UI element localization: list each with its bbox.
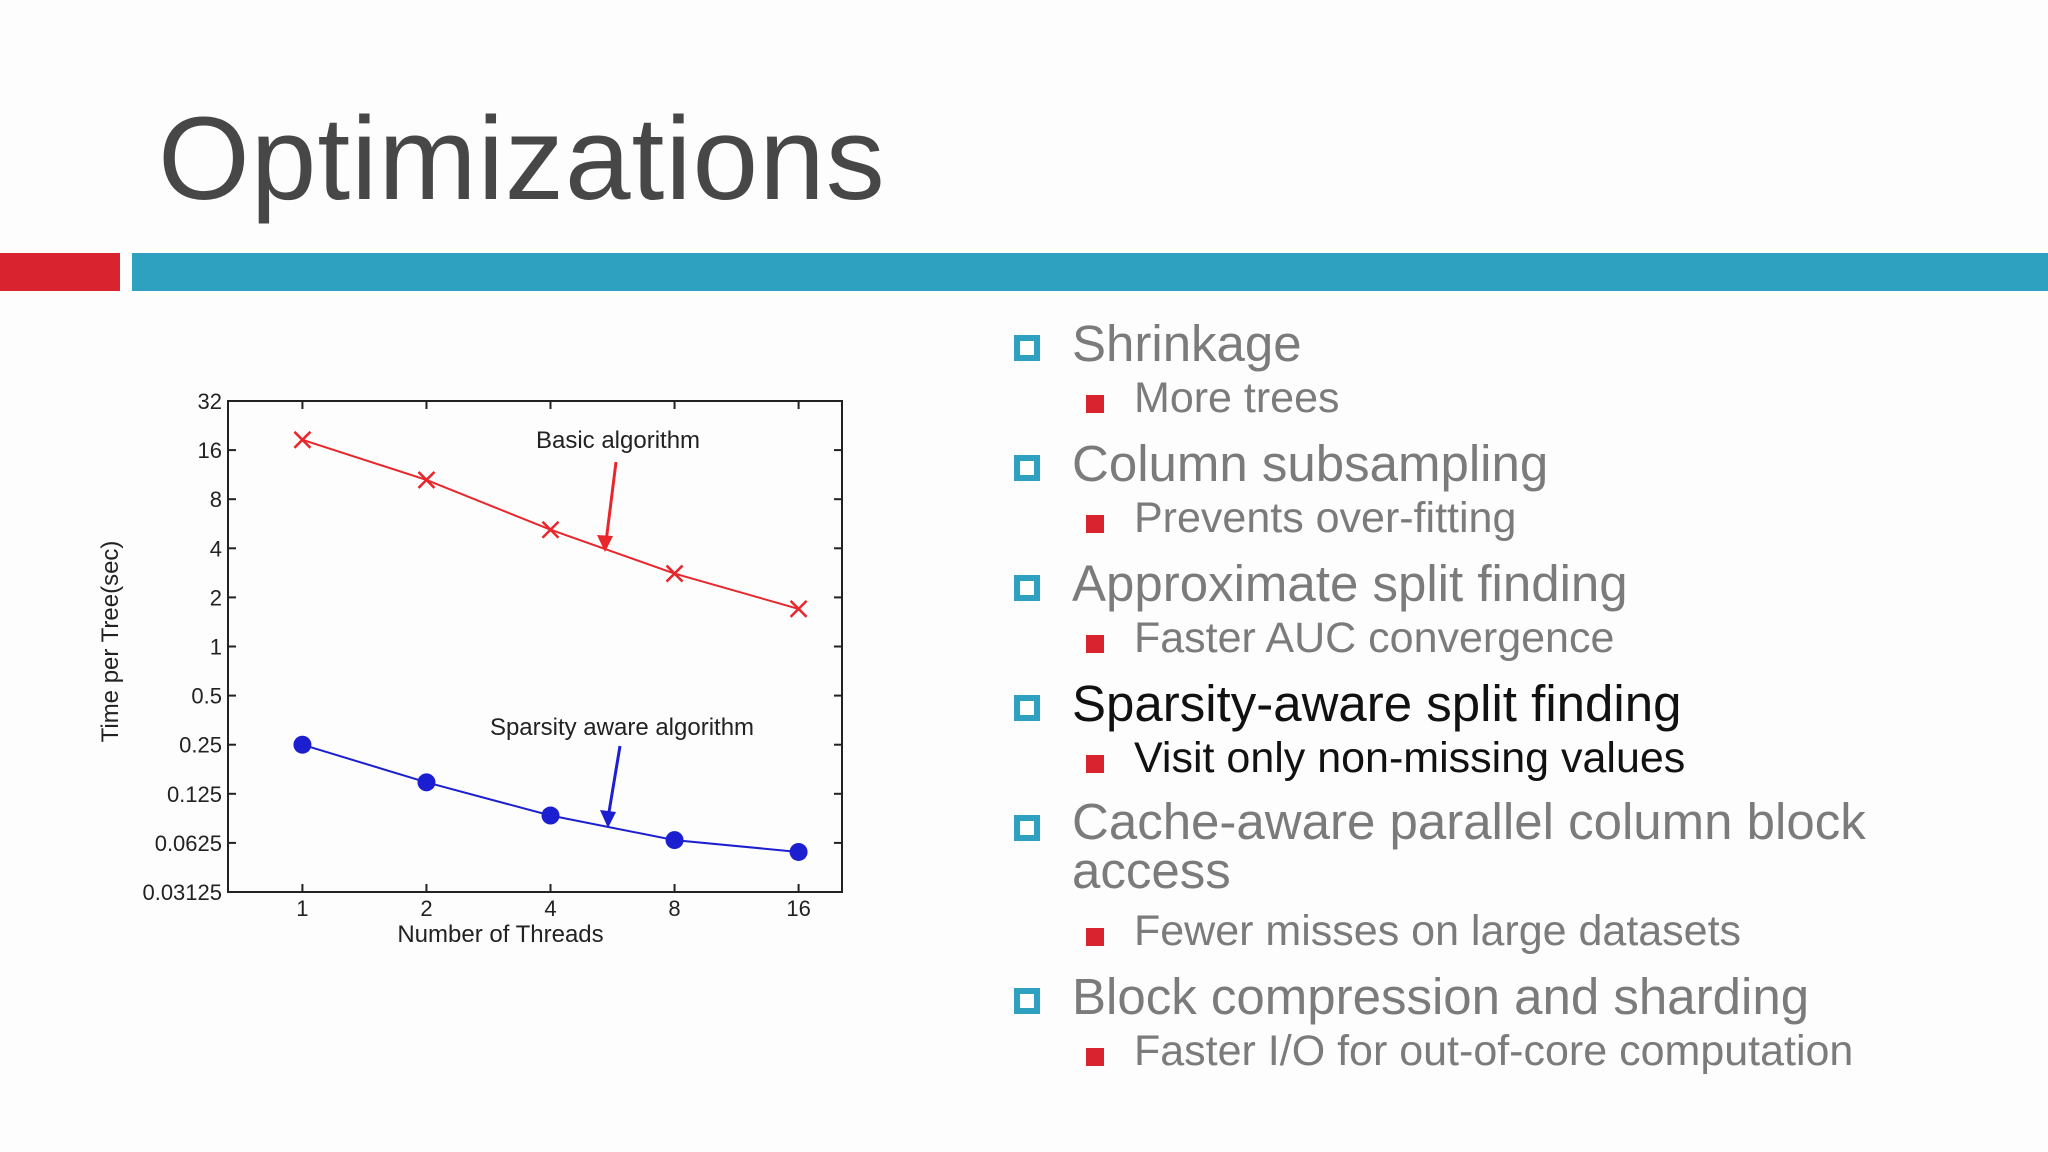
annotation-arrowhead-sparsity — [600, 810, 616, 828]
square-bullet-icon — [1014, 575, 1040, 601]
y-tick-label: 0.0625 — [155, 831, 222, 856]
square-bullet-icon — [1014, 815, 1040, 841]
bullet-level2: Faster I/O for out-of-core computation — [1010, 1026, 2030, 1075]
y-tick-label: 32 — [198, 389, 222, 414]
series-point-x-marker — [417, 471, 436, 489]
y-tick-label: 0.5 — [191, 684, 222, 709]
square-bullet-icon — [1014, 987, 1040, 1014]
plot-frame — [227, 400, 843, 893]
y-tick-label: 16 — [198, 438, 222, 463]
square-sub-bullet-icon — [1086, 927, 1104, 946]
y-tick-label: 0.25 — [179, 733, 222, 758]
bullet-level2: Fewer misses on large datasets — [1010, 906, 2030, 955]
bullet-item-sparsity-aware: Sparsity-aware split finding Visit only … — [1010, 678, 2030, 780]
bullet-item-approximate-split: Approximate split finding Faster AUC con… — [1010, 558, 2030, 660]
series-point-x-marker — [541, 520, 560, 539]
series-point-dot-marker — [665, 831, 684, 850]
x-tick-label: 4 — [544, 896, 556, 921]
series-point-dot-marker — [293, 735, 312, 754]
bullet-level2: More trees — [1010, 377, 2030, 420]
square-bullet-icon — [1014, 335, 1040, 361]
y-tick-label: 1 — [210, 635, 222, 660]
series-point-x-marker — [665, 564, 684, 583]
y-tick-label: 4 — [210, 536, 222, 561]
series-point-x-marker — [293, 430, 312, 449]
bullet-level2: Visit only non-missing values — [1010, 737, 2030, 780]
annotation-arrowhead-basic — [597, 535, 613, 552]
bullet-list: Shrinkage More trees Column subsampling … — [1010, 318, 2030, 1091]
series-point-x-marker — [789, 600, 808, 618]
bullet-text: Cache-aware parallel column block access — [1072, 793, 1866, 899]
bullet-text: Sparsity-aware split finding — [1072, 675, 1682, 732]
x-tick-label: 2 — [420, 896, 432, 921]
sub-bullet-text: Fewer misses on large datasets — [1134, 906, 1742, 955]
annotation-sparsity-aware-algorithm: Sparsity aware algorithm — [490, 714, 754, 741]
square-sub-bullet-icon — [1086, 635, 1104, 653]
square-bullet-icon — [1014, 695, 1040, 721]
series-line-0 — [302, 438, 799, 610]
slide-title: Optimizations — [158, 93, 886, 225]
title-accent-bar-blue — [132, 253, 2048, 291]
y-tick-label: 2 — [210, 585, 222, 610]
bullet-level2: Faster AUC convergence — [1010, 617, 2030, 660]
sub-bullet-text: Prevents over-fitting — [1134, 494, 1517, 542]
bullet-text: Shrinkage — [1072, 315, 1302, 372]
square-sub-bullet-icon — [1086, 755, 1104, 773]
square-sub-bullet-icon — [1086, 515, 1104, 533]
bullet-level1: Column subsampling — [1010, 438, 2030, 489]
bullet-item-block-compression: Block compression and sharding Faster I/… — [1010, 971, 2030, 1073]
y-tick-label: 0.03125 — [142, 880, 222, 905]
square-sub-bullet-icon — [1086, 395, 1104, 413]
bullet-level1: Cache-aware parallel column block access — [1010, 796, 2030, 896]
bullet-level1: Block compression and sharding — [1010, 971, 2030, 1022]
bullet-item-cache-aware: Cache-aware parallel column block access… — [1010, 796, 2030, 955]
square-bullet-icon — [1014, 455, 1040, 481]
annotation-arrow-basic — [604, 461, 618, 543]
annotation-arrow-sparsity — [606, 745, 622, 819]
title-accent-bar-red — [0, 253, 120, 291]
bullet-level1: Sparsity-aware split finding — [1010, 678, 2030, 729]
y-tick-label: 8 — [210, 487, 222, 512]
y-tick-label: 0.125 — [167, 782, 222, 807]
sub-bullet-text: Faster I/O for out-of-core computation — [1134, 1026, 1854, 1075]
bullet-level2: Prevents over-fitting — [1010, 497, 2030, 540]
bullet-level1: Approximate split finding — [1010, 558, 2030, 609]
x-tick-label: 1 — [296, 896, 308, 921]
bullet-text: Block compression and sharding — [1072, 967, 1810, 1025]
annotation-basic-algorithm: Basic algorithm — [536, 427, 700, 454]
bullet-level1: Shrinkage — [1010, 318, 2030, 369]
x-axis-label: Number of Threads — [397, 921, 603, 948]
series-point-dot-marker — [541, 806, 560, 825]
series-point-dot-marker — [789, 842, 808, 861]
y-axis-label: Time per Tree(sec) — [97, 541, 124, 743]
sub-bullet-text: Visit only non-missing values — [1134, 734, 1686, 782]
sub-bullet-text: Faster AUC convergence — [1134, 614, 1615, 662]
threads-time-chart: 32 16 8 4 2 1 0.5 0.25 0.125 0.0625 0.03125 1 2 4 8 16 N… — [97, 389, 843, 948]
bullet-text: Column subsampling — [1072, 435, 1549, 492]
bullet-item-shrinkage: Shrinkage More trees — [1010, 318, 2030, 420]
series-line-1 — [302, 743, 799, 853]
x-tick-label: 16 — [786, 896, 810, 921]
series-point-dot-marker — [417, 773, 436, 792]
x-tick-label: 8 — [668, 896, 680, 921]
bullet-item-column-subsampling: Column subsampling Prevents over-fitting — [1010, 438, 2030, 540]
sub-bullet-text: More trees — [1134, 374, 1340, 422]
square-sub-bullet-icon — [1086, 1047, 1104, 1066]
bullet-text: Approximate split finding — [1072, 555, 1628, 612]
